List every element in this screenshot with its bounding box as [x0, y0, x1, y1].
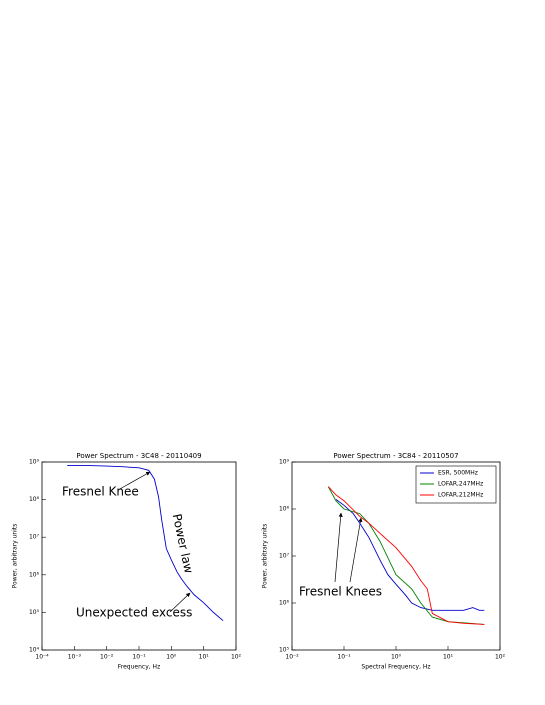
legend-label: LOFAR,212MHz: [438, 492, 483, 499]
y-tick-label: 10⁷: [29, 534, 40, 541]
y-tick-label: 10⁸: [279, 506, 290, 513]
series-line: [335, 499, 485, 611]
x-tick-label: 10⁻⁴: [35, 654, 49, 661]
y-tick-label: 10⁶: [29, 571, 40, 578]
y-axis-label: Power, arbitrary units: [262, 524, 269, 589]
y-axis-label: Power, arbitrary units: [12, 524, 19, 589]
x-tick-label: 10²: [231, 654, 242, 661]
series-line: [327, 486, 485, 625]
annotation: Fresnel Knee: [62, 485, 139, 499]
x-tick-label: 10⁻³: [68, 654, 82, 661]
x-tick-label: 10⁰: [166, 654, 177, 661]
y-tick-label: 10⁶: [279, 600, 290, 607]
x-axis-label: Frequency, Hz: [118, 664, 160, 671]
y-tick-label: 10⁸: [29, 496, 40, 503]
y-tick-label: 10⁴: [29, 647, 40, 654]
chart-title: Power Spectrum - 3C48 - 20110409: [76, 452, 201, 460]
legend-label: LOFAR,247MHz: [438, 481, 483, 488]
annotation: Fresnel Knees: [299, 585, 382, 599]
x-tick-label: 10²: [495, 654, 506, 661]
series-line: [67, 465, 224, 622]
annotation: Unexpected excess: [76, 606, 192, 620]
x-tick-label: 10¹: [443, 654, 454, 661]
x-axis-label: Spectral Frequency, Hz: [361, 664, 430, 671]
x-tick-label: 10⁻¹: [132, 654, 146, 661]
arrow: [334, 512, 343, 583]
x-tick-label: 10¹: [199, 654, 210, 661]
series-line: [327, 486, 485, 625]
arrow: [117, 471, 151, 491]
y-tick-label: 10⁵: [279, 647, 290, 654]
y-tick-label: 10⁹: [279, 459, 290, 466]
y-tick-label: 10⁹: [29, 459, 40, 466]
plot-frame: [41, 461, 237, 651]
x-tick-label: 10⁻²: [285, 654, 299, 661]
plot-frame: [291, 461, 501, 651]
legend-frame: [415, 465, 497, 504]
x-tick-label: 10⁰: [391, 654, 402, 661]
arrow: [169, 592, 191, 613]
chart-title: Power Spectrum - 3C84 - 20110507: [333, 452, 458, 460]
x-tick-label: 10⁻²: [100, 654, 114, 661]
y-tick-label: 10⁷: [279, 553, 290, 560]
y-tick-label: 10⁵: [29, 609, 40, 616]
arrow: [349, 517, 363, 583]
arrows: [117, 471, 363, 613]
x-tick-label: 10⁻¹: [337, 654, 351, 661]
legend-label: ESR, 500MHz: [438, 470, 478, 477]
